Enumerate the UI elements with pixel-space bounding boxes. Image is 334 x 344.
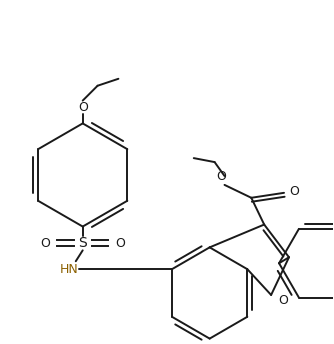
Text: O: O [78, 101, 88, 114]
Text: HN: HN [59, 263, 78, 276]
Text: O: O [40, 237, 50, 250]
Text: O: O [289, 185, 299, 198]
Text: O: O [116, 237, 125, 250]
Text: O: O [278, 294, 288, 308]
Text: S: S [78, 236, 87, 250]
Text: O: O [217, 171, 226, 183]
